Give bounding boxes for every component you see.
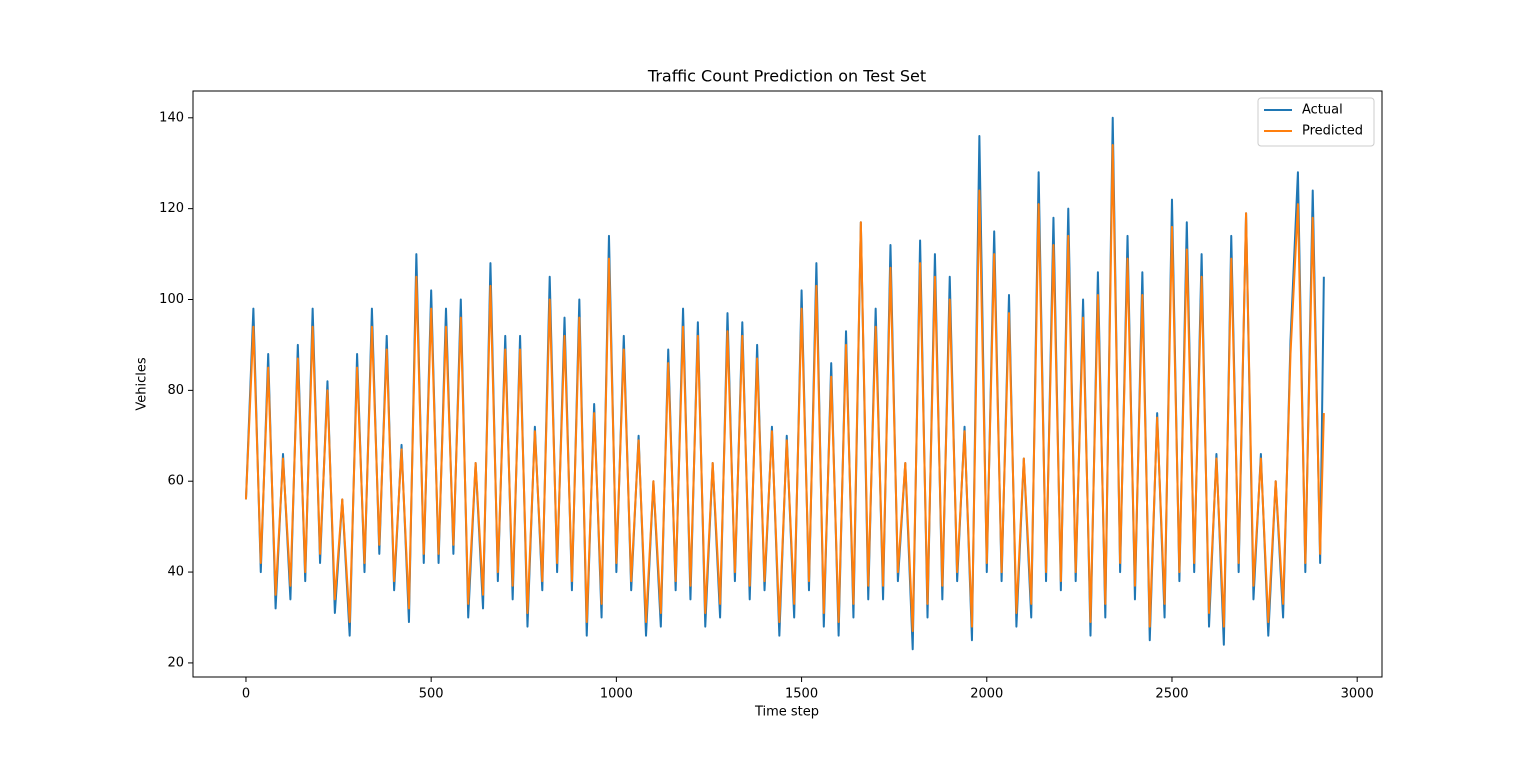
- y-tick-label: 140: [159, 110, 184, 125]
- x-tick-label: 3000: [1341, 687, 1374, 702]
- plot-frame: [192, 90, 1383, 678]
- x-tick-label: 2000: [970, 687, 1003, 702]
- legend: Actual Predicted: [1257, 97, 1375, 147]
- y-tick-label: 40: [167, 565, 184, 580]
- x-tick-label: 1500: [785, 687, 818, 702]
- x-tick-label: 0: [242, 687, 250, 702]
- x-tick-label: 500: [419, 687, 444, 702]
- chart-title: Traffic Count Prediction on Test Set: [647, 67, 926, 86]
- y-tick-label: 120: [159, 201, 184, 216]
- x-tick-label: 1000: [600, 687, 633, 702]
- series-line: [244, 144, 1325, 633]
- y-tick-label: 60: [167, 474, 184, 489]
- legend-label: Actual: [1302, 103, 1343, 118]
- legend-label: Predicted: [1302, 124, 1363, 139]
- y-axis-label: Vehicles: [135, 357, 150, 410]
- y-tick-label: 80: [167, 383, 184, 398]
- y-tick-label: 100: [159, 292, 184, 307]
- x-tick-label: 2500: [1155, 687, 1188, 702]
- x-axis-label: Time step: [754, 705, 819, 720]
- y-tick-label: 20: [167, 655, 184, 670]
